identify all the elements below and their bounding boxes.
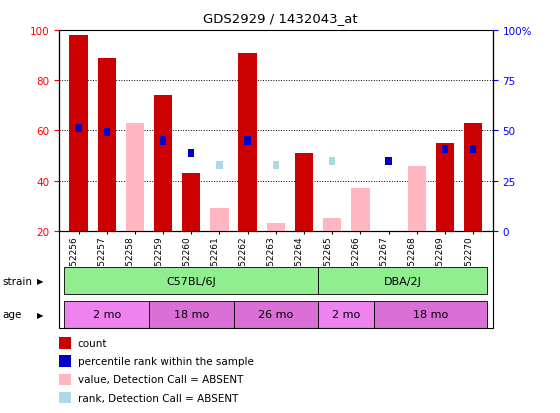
Text: DBA/2J: DBA/2J xyxy=(384,276,422,286)
Text: strain: strain xyxy=(3,276,33,286)
Bar xyxy=(436,144,454,231)
Bar xyxy=(323,219,342,231)
Text: C57BL/6J: C57BL/6J xyxy=(166,276,216,286)
Bar xyxy=(267,224,285,231)
Text: 26 mo: 26 mo xyxy=(258,309,293,319)
Bar xyxy=(408,166,426,231)
Text: rank, Detection Call = ABSENT: rank, Detection Call = ABSENT xyxy=(78,393,238,403)
Bar xyxy=(104,129,110,137)
Bar xyxy=(442,145,448,153)
Bar xyxy=(188,149,194,157)
Bar xyxy=(239,54,257,231)
Bar xyxy=(182,174,200,231)
Bar xyxy=(216,161,223,169)
Bar xyxy=(160,137,166,145)
Bar xyxy=(64,268,318,295)
Text: percentile rank within the sample: percentile rank within the sample xyxy=(78,356,254,366)
Bar xyxy=(375,301,487,328)
Bar xyxy=(154,96,172,231)
Bar xyxy=(149,301,234,328)
Bar xyxy=(351,189,370,231)
Bar xyxy=(234,301,318,328)
Bar xyxy=(295,154,313,231)
Bar xyxy=(210,209,228,231)
Text: age: age xyxy=(3,309,22,319)
Text: 18 mo: 18 mo xyxy=(174,309,209,319)
Text: 18 mo: 18 mo xyxy=(413,309,449,319)
Bar xyxy=(318,301,375,328)
Bar xyxy=(470,145,476,153)
Text: count: count xyxy=(78,338,108,348)
Text: GDS2929 / 1432043_at: GDS2929 / 1432043_at xyxy=(203,12,357,24)
Text: value, Detection Call = ABSENT: value, Detection Call = ABSENT xyxy=(78,375,243,385)
Bar xyxy=(69,36,88,231)
Bar xyxy=(464,123,482,231)
Bar xyxy=(64,301,149,328)
Bar xyxy=(385,157,392,165)
Text: ▶: ▶ xyxy=(37,277,44,286)
Bar xyxy=(97,59,116,231)
Text: ▶: ▶ xyxy=(37,310,44,319)
Bar xyxy=(244,137,251,145)
Bar xyxy=(126,123,144,231)
Bar xyxy=(329,157,335,165)
Bar xyxy=(76,125,82,133)
Text: 2 mo: 2 mo xyxy=(332,309,361,319)
Bar xyxy=(273,161,279,169)
Text: 2 mo: 2 mo xyxy=(92,309,121,319)
Bar xyxy=(318,268,487,295)
